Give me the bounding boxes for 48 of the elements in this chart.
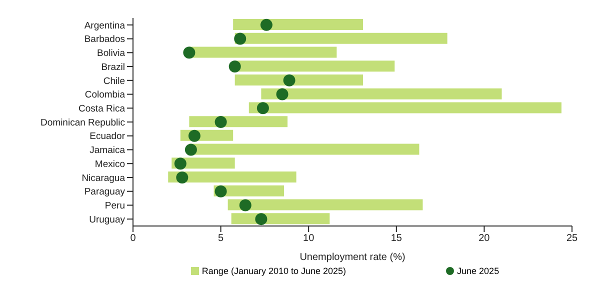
bar [234, 32, 448, 44]
point [174, 158, 186, 170]
x-axis-title: Unemployment rate (%) [300, 252, 406, 263]
bar [234, 60, 395, 72]
bar [234, 74, 364, 86]
point [188, 130, 200, 142]
x-tick-label: 20 [478, 233, 490, 244]
point [228, 60, 241, 73]
point [256, 102, 269, 114]
point [176, 171, 188, 184]
x-tick-label: 15 [390, 233, 402, 244]
y-tick-label: Ecuador [90, 131, 125, 142]
point [214, 185, 227, 198]
y-tick-label: Peru [104, 200, 125, 212]
bar [248, 102, 562, 114]
point [234, 32, 246, 45]
x-tick-label: 25 [566, 233, 578, 244]
bar [168, 172, 296, 183]
bar [261, 88, 502, 100]
y-tick-label: Chile [103, 76, 125, 87]
legend-label: June 2025 [456, 266, 500, 276]
x-tick-label: 5 [218, 233, 224, 244]
bar [228, 199, 423, 210]
y-tick-label: Uruguay [89, 214, 126, 226]
y-tick-label: Paraguay [84, 186, 126, 198]
point [283, 74, 296, 86]
point [183, 46, 196, 59]
y-tick-label: Costa Rica [78, 104, 126, 115]
y-tick-label: Brazil [101, 62, 125, 73]
y-tick-label: Colombia [84, 90, 126, 101]
y-tick-label: Bolivia [97, 48, 126, 60]
point [255, 213, 268, 226]
y-tick-label: Mexico [94, 158, 125, 170]
point [184, 144, 197, 156]
y-tick-label: Dominican Republic [40, 117, 126, 128]
bar [189, 46, 337, 58]
bar [233, 19, 364, 30]
y-tick-label: Argentina [84, 20, 126, 32]
x-tick-label: 0 [130, 233, 136, 244]
point [239, 199, 252, 212]
y-tick-label: Barbados [84, 34, 126, 46]
legend-label: Range (January 2010 to June 2025) [200, 266, 346, 276]
x-tick-label: 10 [303, 233, 315, 244]
point [276, 88, 288, 100]
point [214, 116, 227, 128]
point [260, 18, 272, 31]
y-tick-label: Jamaica [90, 145, 126, 156]
y-tick-label: Nicaragua [82, 172, 126, 184]
